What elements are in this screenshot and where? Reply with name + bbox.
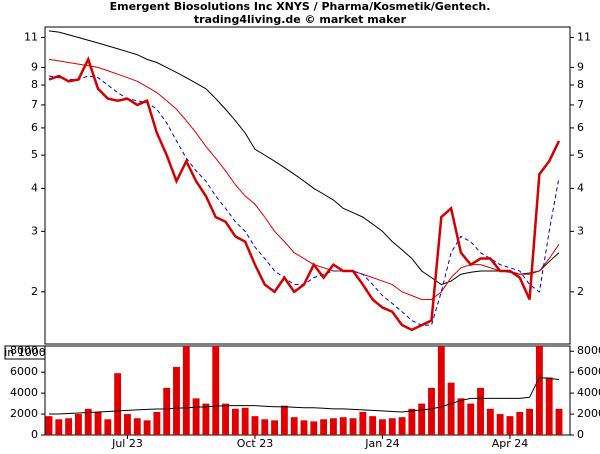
volume-bar <box>526 408 534 435</box>
volume-bar <box>202 403 210 435</box>
unit-box <box>4 345 46 360</box>
volume-bar <box>359 411 367 435</box>
y-tick-label: 4 <box>31 181 38 194</box>
v-tick-label: 0 <box>577 428 584 441</box>
volume-bar <box>241 407 249 435</box>
y-tick-label: 11 <box>577 30 591 43</box>
chart-title: Emergent Biosolutions Inc XNYS / Pharma/… <box>110 0 491 13</box>
volume-bar <box>339 417 347 435</box>
volume-bar <box>45 416 53 435</box>
volume-bar <box>192 398 200 435</box>
volume-bar <box>349 418 357 435</box>
volume-bar <box>251 416 259 435</box>
price-line <box>48 56 561 332</box>
volume-bar <box>457 398 465 435</box>
y-tick-label: 5 <box>31 148 38 161</box>
volume-bar <box>182 346 190 435</box>
volume-bar <box>437 346 445 435</box>
v-tick-label: 6000 <box>10 365 38 378</box>
volume-bar <box>84 408 92 435</box>
x-tick-label: Jul 23 <box>111 437 143 450</box>
volume-bar <box>153 411 161 435</box>
volume-bar <box>114 373 122 435</box>
v-tick-label: 2000 <box>577 407 600 420</box>
y-tick-label: 7 <box>577 98 584 111</box>
v-tick-label: 0 <box>31 428 38 441</box>
volume-bar <box>143 420 151 435</box>
volume-bar <box>280 405 288 435</box>
volume-bar <box>477 387 484 435</box>
v-tick-label: 8000 <box>577 344 600 357</box>
volume-bar <box>545 377 553 435</box>
volume-bar <box>418 403 426 435</box>
y-tick-label: 6 <box>577 121 584 134</box>
y-tick-label: 9 <box>577 60 584 73</box>
volume-bar <box>496 414 504 435</box>
volume-bar <box>379 419 386 435</box>
volume-unit: in 1000 <box>4 346 46 359</box>
volume-bar <box>133 418 141 435</box>
volume-bar <box>74 414 82 435</box>
v-tick-label: 8000 <box>10 344 38 357</box>
y-tick-label: 7 <box>31 98 38 111</box>
volume-bar <box>173 366 180 435</box>
volume-bar <box>535 346 543 435</box>
volume-bar <box>65 418 73 435</box>
y-tick-label: 8 <box>577 78 584 91</box>
price-panel <box>44 26 571 345</box>
volume-bar <box>408 408 416 435</box>
volume-bar <box>261 419 269 435</box>
volume-bar <box>428 387 435 435</box>
volume-bar <box>555 408 563 435</box>
volume-bar <box>320 419 328 435</box>
volume-bar <box>222 403 229 435</box>
volume-average <box>49 376 560 415</box>
x-tick-label: Jan 24 <box>364 437 399 450</box>
y-tick-label: 6 <box>31 121 38 134</box>
volume-bar <box>369 416 377 435</box>
volume-bar <box>516 411 524 435</box>
moving-average <box>48 75 560 326</box>
v-tick-label: 4000 <box>577 386 600 399</box>
volume-bar <box>467 403 475 435</box>
volume-bar <box>398 417 406 435</box>
volume-bar <box>94 411 102 435</box>
y-tick-label: 3 <box>577 224 584 237</box>
y-tick-label: 4 <box>577 181 584 194</box>
y-tick-label: 5 <box>577 148 584 161</box>
y-tick-label: 2 <box>577 285 584 298</box>
volume-bar <box>447 382 455 435</box>
x-tick-label: Oct 23 <box>237 437 274 450</box>
volume-bar <box>212 346 220 435</box>
volume-bar <box>104 419 112 435</box>
volume-bar <box>124 414 131 435</box>
volume-bar <box>290 417 298 435</box>
volume-bar <box>486 408 494 435</box>
volume-bar <box>55 419 63 435</box>
volume-bar <box>310 421 318 435</box>
y-tick-label: 3 <box>31 224 38 237</box>
volume-panel <box>44 345 571 436</box>
volume-bar <box>231 408 239 435</box>
y-tick-label: 8 <box>31 78 38 91</box>
y-tick-label: 11 <box>24 30 38 43</box>
y-tick-label: 9 <box>31 60 38 73</box>
moving-average <box>48 30 560 286</box>
chart-subtitle: trading4living.de © market maker <box>194 13 407 26</box>
volume-bar <box>388 418 396 435</box>
volume-bar <box>329 418 337 435</box>
volume-bar <box>163 387 171 435</box>
v-tick-label: 4000 <box>10 386 38 399</box>
volume-bar <box>506 416 514 435</box>
moving-average <box>48 58 560 300</box>
y-tick-label: 2 <box>31 285 38 298</box>
v-tick-label: 2000 <box>10 407 38 420</box>
v-tick-label: 6000 <box>577 365 600 378</box>
volume-bar <box>271 420 279 435</box>
x-tick-label: Apr 24 <box>492 437 529 450</box>
volume-bar <box>300 420 308 435</box>
